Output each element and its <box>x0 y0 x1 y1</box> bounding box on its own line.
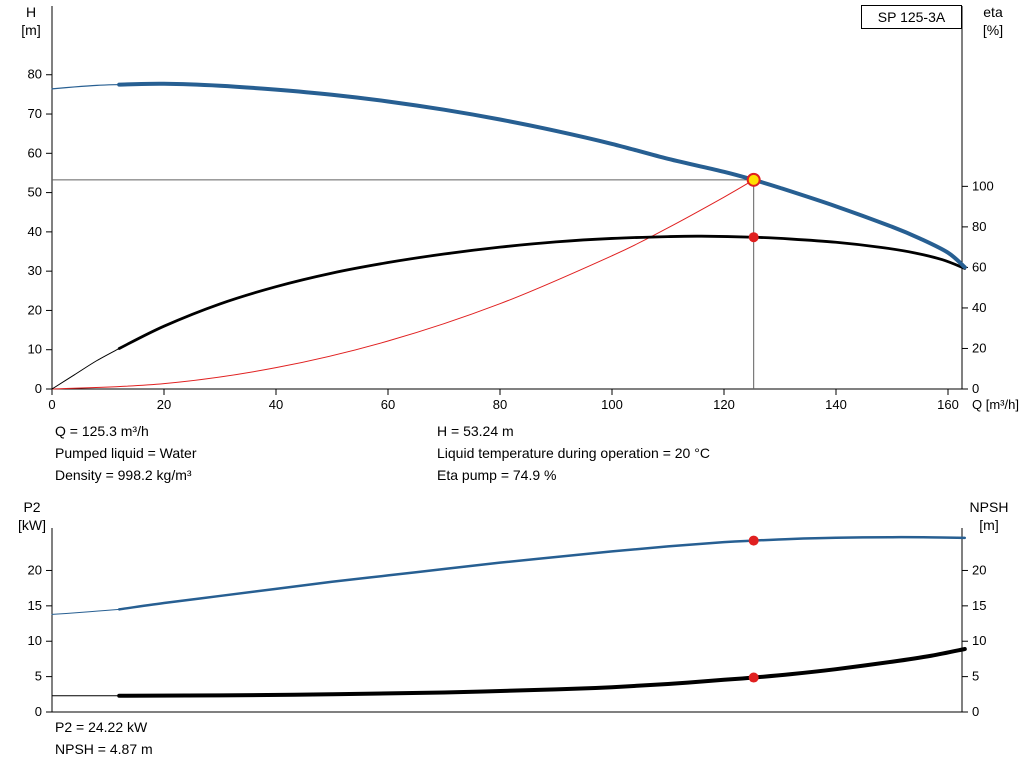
y-left-tick-label: 0 <box>35 381 42 396</box>
series-head <box>117 81 967 270</box>
duty-point-head[interactable] <box>746 172 761 187</box>
duty-info-left: Q = 125.3 m³/h Pumped liquid = Water Den… <box>55 420 197 486</box>
x-tick-label: 20 <box>157 397 171 412</box>
eta-axis-label-symbol: eta <box>983 4 1003 20</box>
x-tick-label: 100 <box>601 397 623 412</box>
p2-axis-label: P2 [kW] <box>12 498 52 534</box>
info-eta-pump: Eta pump = 74.9 % <box>437 467 557 483</box>
y-left-tick-label: 50 <box>28 185 42 200</box>
x-tick-label: 60 <box>381 397 395 412</box>
y-right-tick-label: 0 <box>972 704 979 719</box>
series-head-thin <box>51 83 120 90</box>
p2-axis-label-unit: [kW] <box>18 517 46 533</box>
info-p2: P2 = 24.22 kW <box>55 719 148 735</box>
q-axis-label: Q [m³/h] <box>972 397 1019 412</box>
series-npsh <box>117 647 967 698</box>
y-left-tick-label: 20 <box>28 562 42 577</box>
y-left-tick-label: 10 <box>28 633 42 648</box>
h-axis-label-symbol: H <box>25 4 37 20</box>
y-right-tick-label: 80 <box>972 219 986 234</box>
series-eta <box>117 234 967 350</box>
y-right-tick-label: 20 <box>972 562 986 577</box>
y-right-tick-label: 60 <box>972 259 986 274</box>
y-left-tick-label: 5 <box>35 669 42 684</box>
y-left-tick-label: 10 <box>28 342 42 357</box>
x-tick-label: 140 <box>825 397 847 412</box>
info-pumped-liquid: Pumped liquid = Water <box>55 445 197 461</box>
y-right-tick-label: 10 <box>972 633 986 648</box>
duty-point-p2[interactable] <box>748 535 759 546</box>
x-tick-label: 120 <box>713 397 735 412</box>
y-right-tick-label: 5 <box>972 669 979 684</box>
info-npsh: NPSH = 4.87 m <box>55 741 153 757</box>
x-tick-label: 0 <box>48 397 55 412</box>
eta-axis-label: eta [%] <box>970 3 1016 39</box>
series-eta-thin <box>51 347 120 390</box>
h-axis-label: H [m] <box>12 3 50 39</box>
y-left-tick-label: 70 <box>28 106 42 121</box>
duty-info-right: H = 53.24 m Liquid temperature during op… <box>437 420 710 486</box>
y-right-tick-label: 20 <box>972 340 986 355</box>
y-left-tick-label: 40 <box>28 224 42 239</box>
y-left-tick-label: 30 <box>28 263 42 278</box>
y-left-tick-label: 15 <box>28 598 42 613</box>
series-system-curve <box>51 179 755 390</box>
y-left-tick-label: 60 <box>28 145 42 160</box>
p2-axis-label-symbol: P2 <box>23 499 41 515</box>
y-right-tick-label: 0 <box>972 381 979 396</box>
y-left-tick-label: 0 <box>35 704 42 719</box>
y-right-tick-label: 15 <box>972 598 986 613</box>
series-p2 <box>117 535 967 611</box>
x-tick-label: 160 <box>937 397 959 412</box>
duty-point-npsh[interactable] <box>748 672 759 683</box>
info-flow: Q = 125.3 m³/h <box>55 423 149 439</box>
info-density: Density = 998.2 kg/m³ <box>55 467 192 483</box>
pump-model-text: SP 125-3A <box>877 9 946 25</box>
y-right-tick-label: 100 <box>972 178 994 193</box>
eta-axis-label-unit: [%] <box>982 22 1004 38</box>
info-head: H = 53.24 m <box>437 423 514 439</box>
duty-info-bottom: P2 = 24.22 kW NPSH = 4.87 m <box>55 716 153 760</box>
npsh-axis-label-unit: [m] <box>979 517 999 533</box>
x-tick-label: 40 <box>269 397 283 412</box>
y-left-tick-label: 80 <box>28 67 42 82</box>
h-axis-label-unit: [m] <box>21 22 41 38</box>
npsh-axis-label-symbol: NPSH <box>969 499 1009 515</box>
npsh-axis-label: NPSH [m] <box>960 498 1018 534</box>
series-p2-thin <box>51 608 120 615</box>
x-tick-label: 80 <box>493 397 507 412</box>
info-liquid-temperature: Liquid temperature during operation = 20… <box>437 445 710 461</box>
y-left-tick-label: 20 <box>28 302 42 317</box>
duty-point-eta[interactable] <box>748 232 759 243</box>
pump-model-badge: SP 125-3A <box>861 5 962 29</box>
y-right-tick-label: 40 <box>972 300 986 315</box>
